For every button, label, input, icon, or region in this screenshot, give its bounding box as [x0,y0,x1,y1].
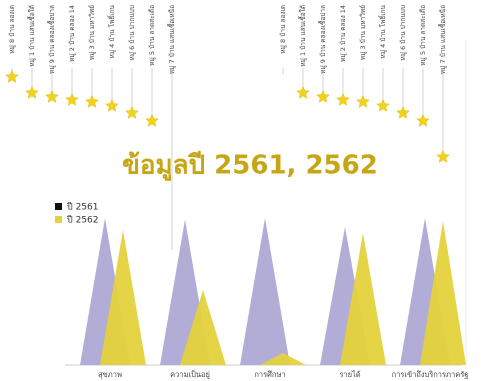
x-tick-label: รายได้ [339,370,360,379]
star [105,98,119,112]
village-label: หมู่ 9 บ้าน คลองเชื้อปาล [318,5,327,74]
village-label: หมู่ 1 บ้าน แสนเชื้อใต้ [27,5,36,67]
spike [420,221,466,365]
village-label: หมู่ 5 บ้าน ลาดสะเดือ [148,5,156,66]
village-label: หมู่ 7 บ้าน แสนเชื้อเหนือ [167,5,176,74]
star [45,89,59,103]
village-label: หมู่ 6 บ้าน ปากนบบ [399,5,407,61]
spike [180,290,226,365]
village-label: หมู่ 1 บ้าน แสนเชื้อใต้ [298,5,307,67]
spike [260,353,306,365]
title: ข้อมูลปี 2561, 2562 [122,151,378,182]
village-label: หมู่ 7 บ้าน แสนเชื้อเหนือ [438,5,447,74]
star [85,94,99,108]
village-label: หมู่ 5 บ้าน ลาดสะเดือ [419,5,427,66]
star [145,113,159,127]
star [396,105,410,119]
legend-label: ปี 2561 [67,202,99,213]
village-label: หมู่ 8 บ้าน ลองเด [279,5,287,54]
star [296,85,310,99]
star [65,92,79,106]
legend-swatch [55,203,62,210]
village-label: หมู่ 2 บ้าน คลอง 14 [339,5,347,62]
village-label: หมู่ 8 บ้าน ลองเด [8,5,16,54]
x-tick-label: การเข้าถึงบริการภาครัฐ [392,370,469,379]
star [316,89,330,103]
spike [240,218,290,365]
x-tick-label: การศึกษา [254,370,285,379]
village-label: หมู่ 4 บ้าน โพธิ์เกน [378,4,387,58]
spike [340,233,386,365]
star [416,113,430,127]
legend-swatch [55,216,62,223]
legend-label: ปี 2562 [67,215,99,226]
village-label: หมู่ 9 บ้าน คลองเชื้อปาล [47,5,56,74]
star [356,94,370,108]
village-label: หมู่ 2 บ้าน คลอง 14 [68,5,76,62]
star [376,98,390,112]
x-tick-label: ความเป็นอยู่ [170,369,210,379]
x-tick-label: สุขภาพ [98,370,122,379]
village-label: หมู่ 3 บ้าน มหาวิทย์ [88,5,96,60]
village-label: หมู่ 6 บ้าน ปากนบบ [128,5,136,61]
star [336,92,350,106]
star [5,69,19,83]
spike [100,230,146,365]
star [436,149,450,163]
village-label: หมู่ 4 บ้าน โพธิ์เกน [107,4,116,58]
star [125,105,139,119]
star [25,85,39,99]
village-label: หมู่ 3 บ้าน มหาวิทย์ [359,5,367,60]
